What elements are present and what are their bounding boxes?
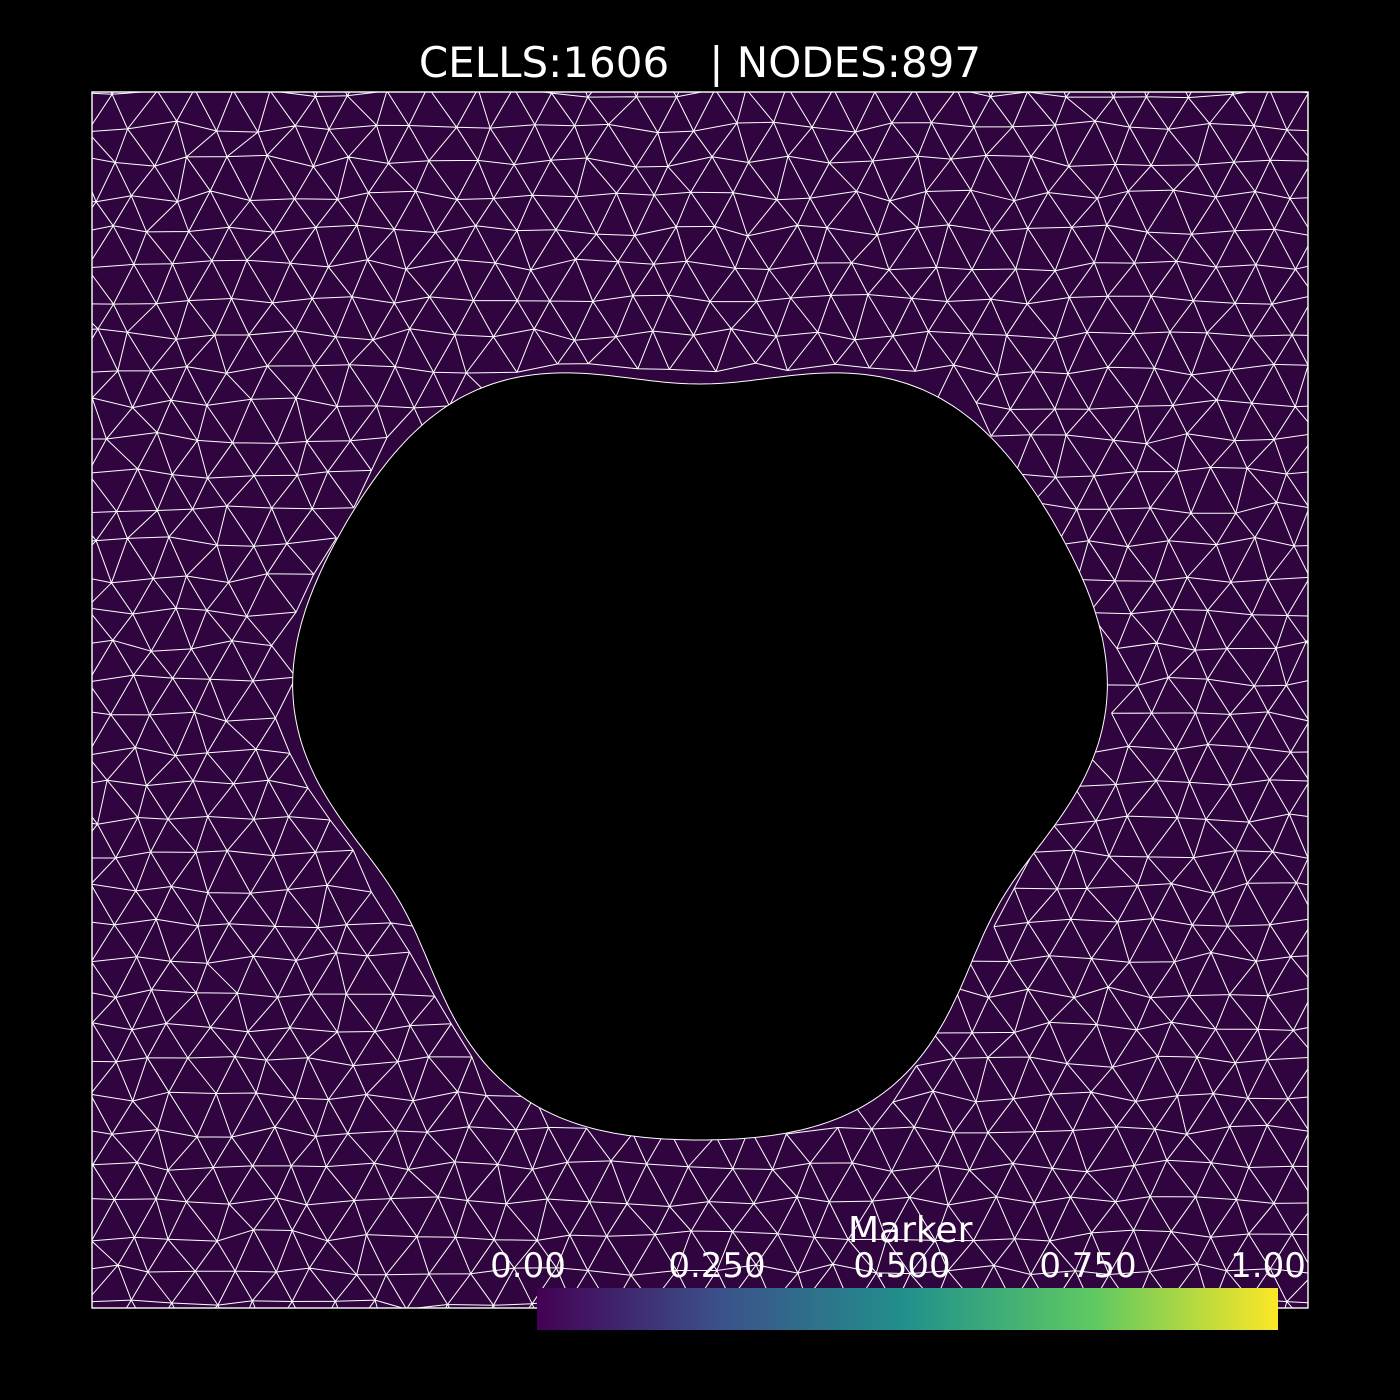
colorbar-gradient	[537, 1288, 1278, 1330]
colorbar-title: Marker	[848, 1210, 973, 1251]
mesh-hole	[292, 372, 1108, 1141]
colorbar-tick-0: 0.00	[490, 1246, 566, 1286]
nodes-count: NODES:897	[736, 38, 982, 87]
cells-count: CELLS:1606	[418, 38, 670, 87]
colorbar-tick-1: 0.250	[668, 1246, 766, 1286]
colorbar-tick-3: 0.750	[1039, 1246, 1137, 1286]
colorbar-tick-4: 1.00	[1230, 1246, 1306, 1286]
mesh-edge-lines	[92, 92, 1308, 1308]
colorbar-tick-2: 0.500	[853, 1246, 951, 1286]
title-separator: |	[709, 38, 724, 87]
mesh-edges	[92, 92, 1308, 1308]
mesh-stats-title: CELLS:1606 | NODES:897	[0, 38, 1400, 87]
